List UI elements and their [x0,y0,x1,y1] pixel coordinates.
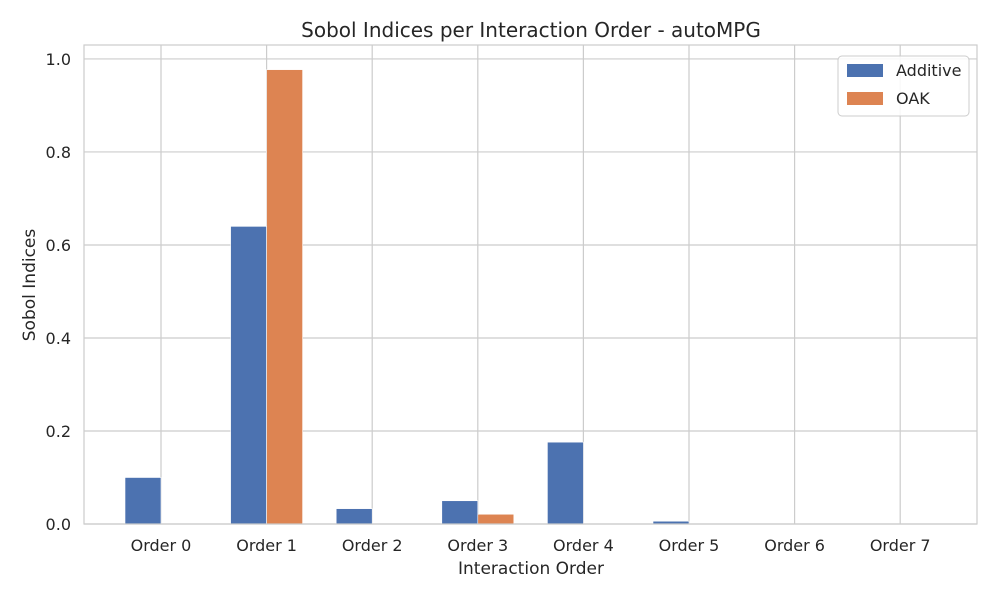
bar-oak [266,69,303,525]
bar-additive [441,500,479,525]
x-tick-label: Order 0 [131,536,192,555]
x-tick-labels: Order 0 Order 1 Order 2 Order 3 Order 4 Order… [131,536,931,555]
y-tick-label: 0.6 [46,236,71,255]
x-tick-label: Order 6 [764,536,825,555]
x-tick-label: Order 5 [659,536,720,555]
x-tick-label: Order 1 [236,536,297,555]
y-tick-label: 0.4 [46,329,71,348]
x-tick-label: Order 3 [447,536,508,555]
y-tick-label: 1.0 [46,50,71,69]
y-tick-label: 0.0 [46,515,71,534]
legend-swatch-oak [847,92,883,105]
bar-additive [335,508,373,525]
y-axis-label: Sobol Indices [20,229,40,342]
y-tick-label: 0.8 [46,143,71,162]
y-tick-label: 0.2 [46,422,71,441]
bar-oak [477,513,515,525]
bars [124,69,690,525]
legend-label-additive: Additive [896,61,961,80]
x-tick-label: Order 4 [553,536,614,555]
bar-additive [547,441,584,525]
legend-label-oak: OAK [896,89,930,108]
y-tick-labels: 0.0 0.2 0.4 0.6 0.8 1.0 [46,50,71,534]
legend-swatch-additive [847,64,883,77]
plot-frame [83,44,978,525]
grid-lines [84,45,977,525]
x-axis-label: Interaction Order [458,559,604,579]
bar-additive [230,226,267,525]
x-tick-label: Order 7 [870,536,931,555]
x-tick-label: Order 2 [342,536,403,555]
legend: Additive OAK [837,55,970,117]
bar-additive [124,477,162,525]
chart-title: Sobol Indices per Interaction Order - au… [301,18,761,42]
